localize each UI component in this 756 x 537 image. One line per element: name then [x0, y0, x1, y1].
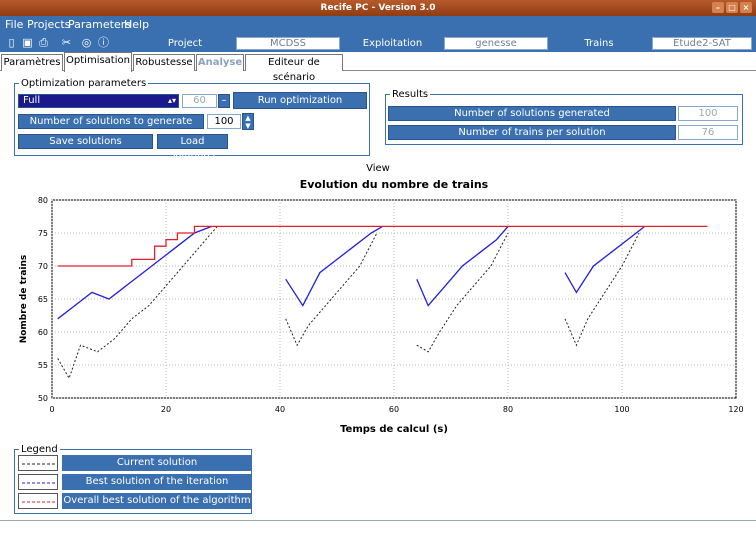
x-tick-label: 20 [161, 405, 171, 414]
y-tick-label: 70 [38, 262, 48, 271]
maximize-icon[interactable]: □ [726, 2, 738, 13]
results-group: Results [385, 89, 743, 145]
series-line-1-3 [564, 225, 646, 294]
window-title: Recife PC - Version 3.0 [320, 3, 436, 13]
exploitation-label: Exploitation [362, 38, 423, 49]
info-icon[interactable]: ⓘ [98, 36, 109, 49]
print-icon[interactable]: ⎙ [39, 36, 48, 49]
minimize-icon[interactable]: – [712, 2, 724, 13]
mode-value-field[interactable]: 60 [182, 94, 217, 108]
legend-title: Legend [19, 444, 60, 455]
optimization-parameters-group: Optimization parameters [14, 78, 370, 156]
toolbar: ▯ ▣ ⎙ ✂ ◎ ⓘ [0, 34, 756, 52]
y-tick-label: 60 [38, 328, 48, 337]
mode-value-spinner[interactable]: – [218, 94, 230, 108]
help-ring-icon[interactable]: ◎ [81, 36, 92, 49]
x-tick-label: 80 [503, 405, 513, 414]
legend-item-current: Current solution [18, 455, 252, 473]
y-tick-label: 65 [38, 295, 48, 304]
trains-evolution-chart: Evolution du nombre de trains 0 20 40 60 80 10… [19, 178, 744, 435]
chart-title: Evolution du nombre de trains [300, 178, 489, 191]
status-bar [0, 520, 756, 537]
menu-file[interactable]: File [5, 18, 24, 31]
solutions-generated-label: Number of solutions generated [388, 106, 676, 121]
x-axis-label: Temps de calcul (s) [340, 424, 448, 435]
exploitation-field[interactable]: genesse [444, 37, 548, 50]
tab-optimisation[interactable]: Optimisation [64, 52, 132, 72]
y-tick-label: 80 [38, 196, 48, 205]
results-legend: Results [390, 89, 431, 100]
solutions-generated-value: 100 [678, 106, 738, 121]
run-optimization-button[interactable]: Run optimization [233, 92, 367, 109]
tab-robustesse[interactable]: Robustesse [133, 54, 195, 71]
trains-field[interactable]: Etude2-SAT [652, 37, 752, 50]
series-line-2-3 [564, 232, 640, 347]
load-solutions-button[interactable]: Load solutions [157, 134, 228, 160]
num-solutions-spinner[interactable]: ▲ ▼ [242, 113, 254, 130]
mode-select[interactable]: Full ▴▾ [18, 94, 179, 108]
menu-bar: File Projects Parameters Help [0, 16, 756, 34]
trains-per-solution-label: Number of trains per solution [388, 125, 676, 140]
view-label: View [366, 163, 390, 174]
save-icon[interactable]: ▣ [22, 36, 33, 49]
tab-parametres[interactable]: Paramètres [1, 54, 63, 71]
optimization-parameters-legend: Optimization parameters [19, 78, 149, 89]
tab-editeur-scenario[interactable]: Editeur de scénario [245, 54, 343, 83]
cut-icon[interactable]: ✂ [61, 36, 72, 49]
menu-parameters[interactable]: Parameters [68, 18, 131, 31]
mode-select-value: Full [23, 95, 41, 106]
y-tick-label: 55 [38, 361, 48, 370]
series-line-1-0 [57, 225, 212, 320]
menu-help[interactable]: Help [124, 18, 150, 31]
y-tick-label: 50 [38, 394, 48, 403]
trains-per-solution-value: 76 [678, 125, 738, 140]
x-tick-label: 0 [49, 405, 54, 414]
trains-label: Trains [584, 38, 614, 49]
x-tick-label: 40 [275, 405, 285, 414]
title-bar: Recife PC - Version 3.0 – □ × [0, 0, 756, 16]
select-arrow-icon: ▴▾ [167, 96, 176, 105]
project-field[interactable]: MCDSS [236, 37, 340, 50]
series-line-2-1 [285, 232, 378, 347]
project-label: Project [167, 38, 203, 49]
tab-analyse[interactable]: Analyse [196, 54, 244, 71]
tab-bar: Paramètres Optimisation Robustesse Analy… [0, 52, 756, 83]
num-solutions-label: Number of solutions to generate [18, 114, 204, 129]
series-line-2-2 [416, 232, 509, 353]
new-file-icon[interactable]: ▯ [8, 36, 15, 49]
series-line-1-2 [416, 225, 509, 307]
legend-item-iteration: Best solution of the iteration [18, 474, 252, 492]
series-line-0-0 [57, 225, 708, 267]
x-tick-label: 120 [728, 405, 743, 414]
legend-label-overall: Overall best solution of the algorithm [62, 493, 252, 509]
legend-label-iteration: Best solution of the iteration [62, 474, 252, 490]
legend-item-overall: Overall best solution of the algorithm [18, 493, 252, 511]
legend-label-current: Current solution [62, 455, 252, 471]
chart-panel: View Evolution du nombre de trains 0 20 40 6… [0, 160, 756, 445]
close-icon[interactable]: × [740, 2, 752, 13]
dashed-blue-line-icon [18, 474, 58, 490]
menu-projects[interactable]: Projects [27, 18, 71, 31]
y-tick-label: 75 [38, 229, 48, 238]
series-line-1-1 [285, 225, 383, 307]
y-axis-label: Nombre de trains [19, 255, 29, 344]
dashed-black-line-icon [18, 455, 58, 471]
save-solutions-button[interactable]: Save solutions [18, 134, 153, 149]
num-solutions-field[interactable]: 100 [207, 114, 241, 129]
x-tick-label: 100 [614, 405, 629, 414]
x-tick-label: 60 [389, 405, 399, 414]
dashed-red-line-icon [18, 493, 58, 509]
